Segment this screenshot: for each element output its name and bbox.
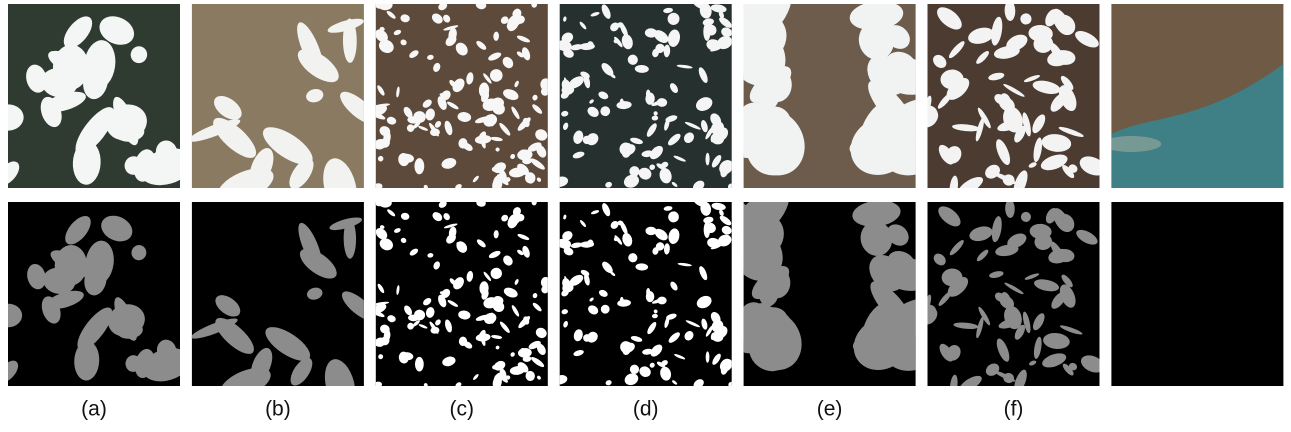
panel: (d) [552,0,736,421]
shore [1101,136,1161,152]
page: (a)(b)(c)(d)(e)(f) (() => { const data =… [0,0,1291,432]
panel-label: (a) [81,398,107,421]
panel [1101,4,1283,386]
panel: (e) [714,0,948,421]
panel-label: (c) [450,398,475,421]
panel: (a) [0,4,198,421]
panel-label: (b) [265,398,291,421]
mask-image [1111,202,1283,386]
cover-blob [414,158,424,174]
mask-blob [415,357,424,372]
panel-label: (d) [633,398,659,421]
mask-blob [630,365,639,374]
figure: (a) (b) (c) (d) (e) (f) [0,0,1291,432]
panel-label: (e) [817,398,843,421]
mask-blob [764,267,790,298]
cover-blob [762,67,791,102]
cover-blob [629,166,639,176]
panel-label: (f) [1004,398,1024,421]
panel: (f) [913,0,1108,420]
panel: (c) [369,0,552,421]
panel: (b) [187,4,382,421]
